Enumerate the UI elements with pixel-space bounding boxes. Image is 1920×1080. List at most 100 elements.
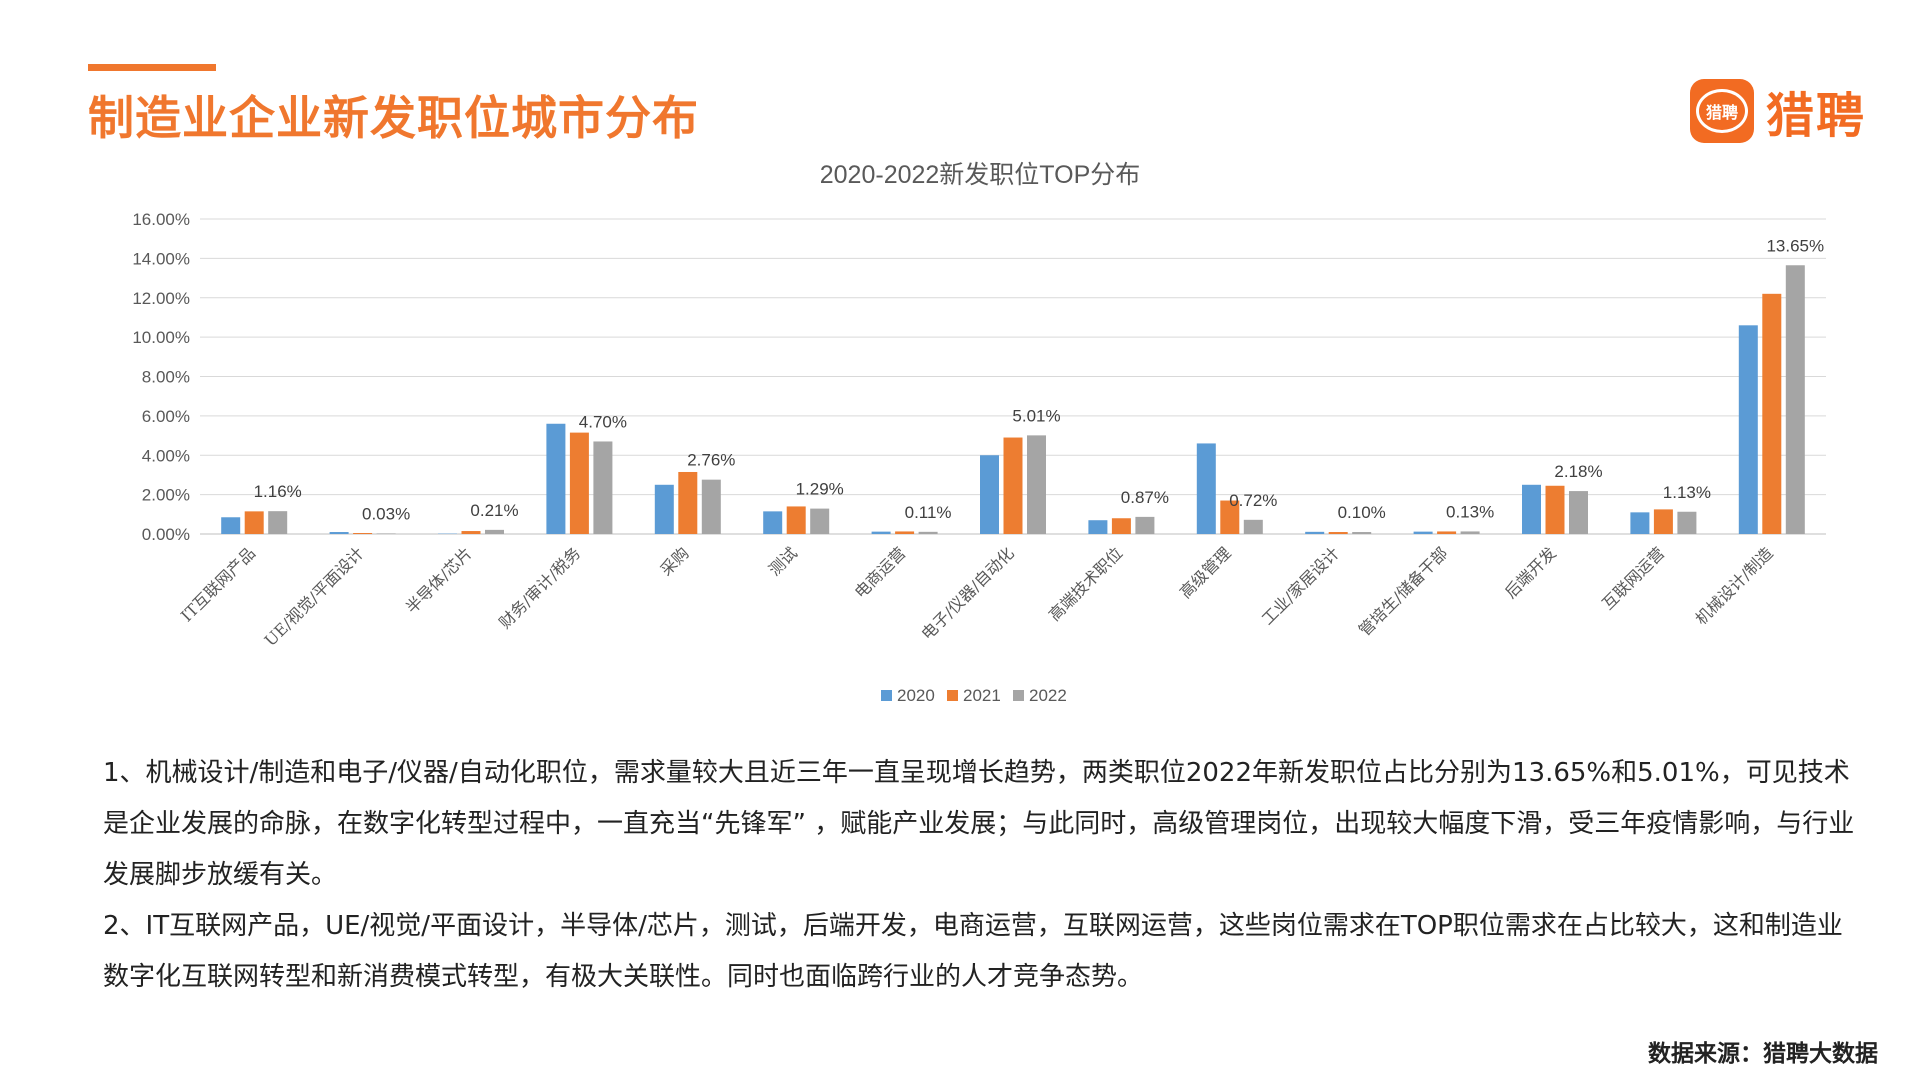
bar-2020	[763, 511, 783, 534]
y-tick-label: 6.00%	[142, 407, 190, 426]
bar-2021	[569, 432, 589, 534]
y-tick-label: 16.00%	[132, 210, 190, 229]
x-tick-label: 电子/仪器/自动化	[918, 543, 1018, 643]
bar-2022	[1027, 435, 1046, 534]
bar-2020	[1088, 520, 1108, 534]
note-1: 1、机械设计/制造和电子/仪器/自动化职位，需求量较大且近三年一直呈现增长趋势，…	[103, 758, 1855, 890]
bar-2022	[376, 533, 396, 534]
data-label: 0.11%	[905, 503, 952, 522]
grid-lines	[200, 218, 1826, 535]
x-tick-label: UE/视觉/平面设计	[261, 543, 368, 650]
x-tick-label: 互联网运营	[1598, 543, 1668, 613]
bar-2021	[244, 511, 264, 534]
bar-2022	[918, 531, 938, 534]
bar-2021	[1220, 500, 1240, 534]
bar-2022	[1460, 531, 1480, 534]
bar-2021	[1437, 531, 1457, 534]
bar-2021	[1003, 437, 1023, 534]
legend-label: 2022	[1029, 686, 1067, 705]
bar-2021	[353, 533, 373, 534]
bar-2020	[1305, 531, 1325, 534]
x-tick-label: 后端开发	[1501, 543, 1560, 602]
analysis-notes: 1、机械设计/制造和电子/仪器/自动化职位，需求量较大且近三年一直呈现增长趋势，…	[103, 748, 1863, 1003]
legend-swatch-2022	[1013, 690, 1024, 701]
data-label: 0.21%	[470, 501, 518, 520]
y-tick-label: 8.00%	[142, 368, 190, 387]
bar-2021	[786, 506, 806, 534]
title-accent-bar	[88, 64, 216, 71]
bar-2022	[701, 479, 721, 534]
logo-mark: 猎聘	[1689, 79, 1754, 143]
data-label: 1.13%	[1663, 483, 1711, 502]
bar-2021	[1545, 485, 1565, 534]
bar-2022	[1243, 519, 1263, 534]
y-tick-label: 0.00%	[142, 525, 190, 544]
bar-2022	[268, 511, 288, 534]
bar-2021	[678, 471, 698, 534]
x-tick-label: 财务/审计/税务	[495, 543, 584, 632]
y-tick-label: 12.00%	[132, 289, 190, 308]
x-tick-label: 半导体/芯片	[402, 543, 476, 617]
data-label: 0.87%	[1121, 488, 1169, 507]
data-label: 0.10%	[1338, 503, 1386, 522]
bar-2020	[1522, 484, 1541, 534]
bar-2022	[810, 508, 830, 534]
y-tick-label: 4.00%	[142, 446, 190, 465]
bar-2020	[1738, 325, 1758, 534]
data-label: 13.65%	[1766, 236, 1824, 255]
bar-2022	[1352, 532, 1372, 534]
data-label: 1.29%	[796, 480, 844, 499]
data-label: 1.16%	[254, 482, 302, 501]
bar-2022	[593, 441, 613, 534]
x-axis: IT互联网产品 UE/视觉/平面设计 半导体/芯片 财务/审计/税务 采购 测试 电商运营电…	[177, 543, 1777, 650]
x-tick-label: 电商运营	[851, 543, 910, 602]
y-tick-label: 14.00%	[132, 249, 190, 268]
bar-2021	[1653, 509, 1673, 534]
bar-2022	[1785, 265, 1805, 534]
legend-label: 2020	[897, 686, 935, 705]
y-tick-label: 2.00%	[142, 486, 190, 505]
bar-2021	[1328, 532, 1348, 534]
chart-title: 2020-2022新发职位TOP分布	[820, 161, 1141, 189]
bar-2021	[895, 531, 915, 534]
bar-chart: 2020-2022新发职位TOP分布 0.00% 2.00% 4.00% 6.00% 8…	[132, 161, 1826, 705]
bar-2022	[1569, 491, 1588, 534]
page-title: 制造业企业新发职位城市分布	[88, 91, 699, 145]
bar-2020	[1196, 443, 1216, 534]
x-tick-label: IT互联网产品	[177, 543, 259, 625]
bar-2021	[461, 531, 481, 534]
data-label: 0.03%	[362, 504, 410, 523]
bar-2020	[980, 455, 999, 534]
y-tick-label: 10.00%	[132, 328, 190, 347]
bar-2020	[1630, 512, 1650, 534]
data-label: 2.76%	[687, 451, 735, 470]
data-source: 数据来源：猎聘大数据	[1648, 1040, 1878, 1067]
bar-2022	[485, 529, 504, 534]
bar-2022	[1677, 511, 1697, 534]
data-label: 0.13%	[1446, 502, 1494, 521]
data-label: 0.72%	[1229, 491, 1277, 510]
legend: 2020 2021 2022	[881, 686, 1067, 705]
bar-2020	[1413, 531, 1433, 534]
bars	[221, 265, 1805, 534]
x-tick-label: 机械设计/制造	[1691, 543, 1776, 628]
x-tick-label: 高级管理	[1176, 543, 1235, 602]
legend-swatch-2020	[881, 690, 892, 701]
liepin-logo: 猎聘 猎聘	[1689, 76, 1866, 146]
data-labels: 1.16% 0.03% 0.21% 4.70% 2.76% 1.29% 0.11% 5.01%…	[254, 236, 1825, 523]
logo-text: 猎聘	[1765, 88, 1866, 144]
bar-2020	[871, 531, 891, 534]
x-tick-label: 工业/家居设计	[1258, 543, 1343, 628]
x-tick-label: 采购	[657, 543, 693, 579]
data-label: 2.18%	[1554, 462, 1602, 481]
legend-label: 2021	[963, 686, 1001, 705]
legend-swatch-2021	[947, 690, 958, 701]
bar-2021	[1111, 518, 1131, 534]
note-2: 2、IT互联网产品，UE/视觉/平面设计，半导体/芯片，测试，后端开发，电商运营…	[103, 911, 1843, 992]
x-tick-label: 测试	[765, 543, 801, 579]
bar-2020	[546, 423, 566, 534]
bar-2020	[654, 484, 674, 534]
x-tick-label: 管培生/储备干部	[1355, 543, 1451, 639]
data-label: 4.70%	[579, 412, 627, 431]
bar-2020	[221, 517, 241, 534]
